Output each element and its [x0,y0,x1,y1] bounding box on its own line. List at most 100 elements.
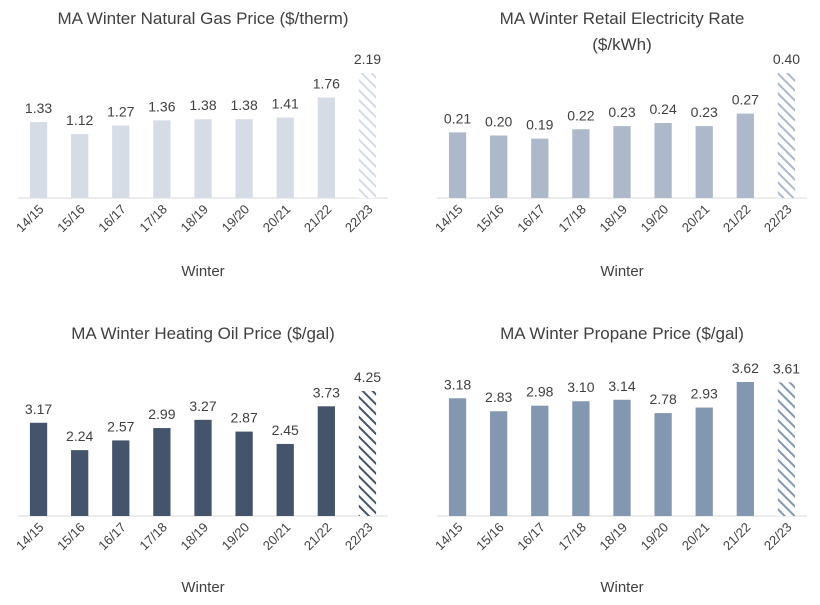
data-label: 3.62 [732,360,759,376]
bar [695,407,713,516]
x-tick-label: 14/15 [13,202,47,236]
x-tick-label: 19/20 [219,520,253,554]
bar [613,399,631,516]
x-tick-label: 22/23 [342,202,376,236]
chart-4: MA Winter Propane Price ($/gal) 3.18 14/15… [432,324,807,596]
x-tick-label: 20/21 [260,202,294,236]
x-axis-label: Winter [181,263,224,280]
x-tick-label: 17/18 [555,520,589,554]
x-tick-label: 20/21 [679,202,713,236]
x-tick-label: 22/23 [761,202,795,236]
data-label: 2.99 [148,406,175,422]
data-label: 2.24 [66,428,93,444]
bar [695,126,713,198]
x-tick-label: 19/20 [638,520,672,554]
data-label: 0.20 [485,114,512,130]
x-axis-label: Winter [600,263,643,280]
x-tick-label: 14/15 [432,520,466,554]
data-label: 2.45 [272,422,299,438]
x-tick-label: 16/17 [514,202,548,236]
x-tick-label: 16/17 [95,202,129,236]
x-tick-label: 20/21 [260,520,294,554]
data-label: 2.19 [354,51,381,67]
data-label: 2.57 [107,418,134,434]
data-label: 1.12 [66,112,93,128]
bar [654,123,672,198]
bar [153,120,171,198]
x-axis-label: Winter [600,579,643,596]
x-tick-label: 17/18 [136,520,170,554]
x-tick-label: 19/20 [638,202,672,236]
data-label: 2.78 [649,391,676,407]
data-label: 2.98 [526,384,553,400]
x-tick-label: 15/16 [473,202,507,236]
data-label: 3.10 [567,379,594,395]
x-tick-label: 16/17 [95,520,129,554]
data-label: 4.25 [354,369,381,385]
x-tick-label: 22/23 [761,520,795,554]
data-label: 0.21 [444,110,471,126]
x-tick-label: 19/20 [219,202,253,236]
data-label: 2.83 [485,389,512,405]
bar [654,413,672,516]
data-label: 0.24 [649,101,676,117]
bar [276,443,294,516]
data-label: 0.40 [773,51,800,67]
data-label: 1.36 [148,98,175,114]
data-label: 0.23 [608,104,635,120]
data-label: 3.14 [608,378,635,394]
bar [448,132,467,198]
chart-title: MA Winter Retail Electricity Rate ($/kWh) [500,9,745,54]
bar [613,126,631,198]
bar-forecast [358,391,377,516]
x-tick-label: 22/23 [342,520,376,554]
x-tick-label: 14/15 [13,520,47,554]
data-label: 1.38 [230,97,257,113]
data-label: 1.41 [272,96,299,112]
x-tick-label: 21/22 [720,202,754,236]
bar [71,134,89,198]
data-label: 1.27 [107,104,134,120]
data-label: 3.18 [444,376,471,392]
x-tick-label: 15/16 [54,202,88,236]
x-axis-label: Winter [181,579,224,596]
bar [572,401,590,516]
chart-2: MA Winter Retail Electricity Rate ($/kWh)… [432,9,807,280]
bar [490,411,508,516]
bar [153,428,171,516]
bar [71,450,89,516]
bar [736,382,754,516]
x-tick-label: 18/19 [597,520,631,554]
bar [490,135,508,198]
x-tick-label: 18/19 [178,520,212,554]
data-label: 2.93 [691,386,718,402]
bar [112,125,130,198]
x-tick-label: 18/19 [597,202,631,236]
bar [317,97,335,198]
x-tick-label: 14/15 [432,202,466,236]
data-label: 2.87 [230,410,257,426]
bar [112,440,130,516]
bar [29,422,48,516]
data-label: 1.38 [189,97,216,113]
data-label: 0.19 [526,117,553,133]
bar [531,405,549,516]
chart-title: MA Winter Heating Oil Price ($/gal) [71,324,335,343]
x-tick-label: 21/22 [301,202,335,236]
bar [194,119,212,198]
bar [276,117,294,198]
chart-1: MA Winter Natural Gas Price ($/therm) 1.3… [13,9,388,280]
data-label: 3.17 [25,401,52,417]
data-label: 0.22 [567,107,594,123]
x-tick-label: 15/16 [54,520,88,554]
x-tick-label: 20/21 [679,520,713,554]
x-tick-label: 21/22 [301,520,335,554]
chart-title: MA Winter Propane Price ($/gal) [500,324,744,343]
bar [194,419,212,516]
bar [572,129,590,198]
data-label: 3.61 [773,360,800,376]
chart-3: MA Winter Heating Oil Price ($/gal) 3.17 1… [13,324,388,596]
x-tick-label: 18/19 [178,202,212,236]
data-label: 0.23 [691,104,718,120]
